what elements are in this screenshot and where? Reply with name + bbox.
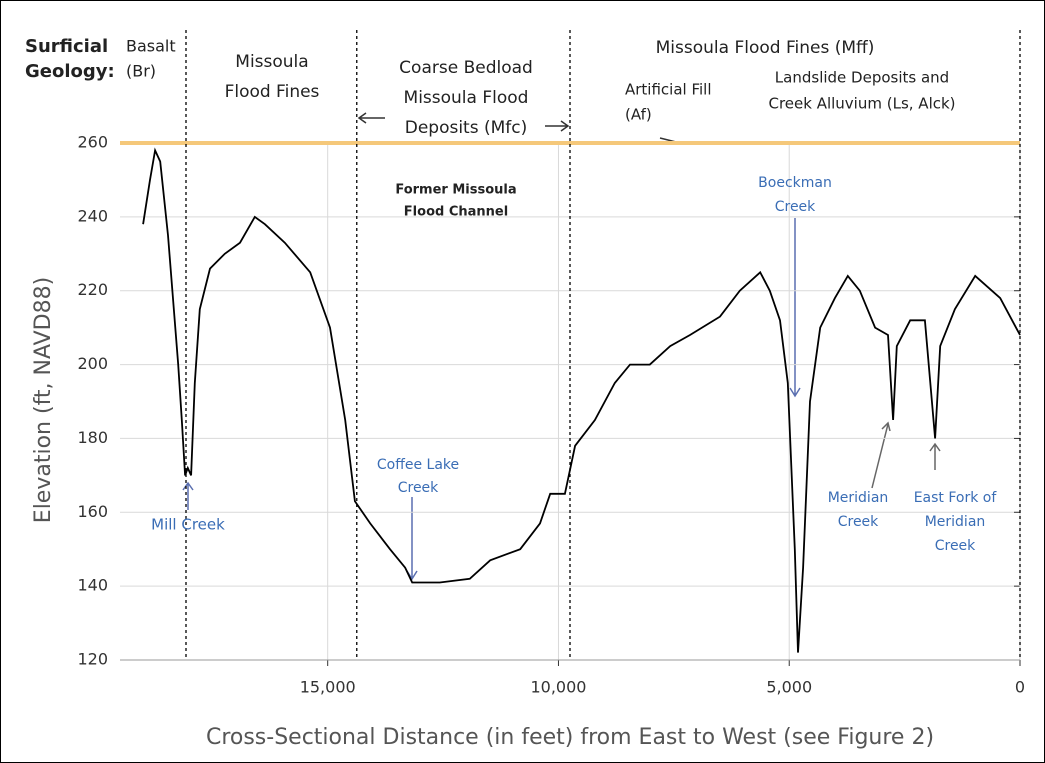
annotation: Surficial — [25, 36, 108, 57]
annotation: Flood Channel — [404, 205, 508, 220]
annotation: Creek — [838, 514, 879, 530]
annotation: Meridian — [828, 490, 889, 506]
y-tick-label: 200 — [77, 354, 108, 373]
annotation: Missoula — [235, 52, 308, 72]
annotation: Creek — [775, 199, 816, 215]
annotation: Creek — [398, 480, 439, 496]
annotation: Basalt — [126, 37, 176, 56]
annotation: East Fork of — [914, 490, 998, 506]
y-tick-label: 160 — [77, 502, 108, 521]
annotation: Missoula Flood Fines (Mff) — [656, 38, 875, 58]
y-tick-label: 260 — [77, 133, 108, 152]
annotation: (Af) — [625, 106, 652, 124]
y-tick-label: 220 — [77, 280, 108, 299]
line — [142, 147, 1021, 653]
annotation-arrows — [182, 112, 941, 581]
x-tick-label: 10,000 — [530, 678, 586, 697]
annotation: Landslide Deposits and — [775, 69, 949, 87]
annotation: Flood Fines — [225, 82, 320, 102]
x-axis-label: Cross-Sectional Distance (in feet) from … — [206, 725, 934, 750]
annotation: Creek — [935, 538, 976, 554]
x-tick-label: 5,000 — [766, 678, 812, 697]
y-tick-label: 240 — [77, 206, 108, 225]
annotation: Coarse Bedload — [399, 58, 533, 78]
annotation: Deposits (Mfc) — [405, 118, 528, 138]
annotation: Geology: — [25, 61, 115, 82]
y-axis-label: Elevation (ft, NAVD88) — [31, 277, 56, 523]
annotation: Creek Alluvium (Ls, Alck) — [768, 95, 955, 113]
x-tick-label: 0 — [1015, 678, 1025, 697]
annotation: Boeckman — [758, 175, 832, 191]
annotation: Former Missoula — [395, 183, 516, 198]
y-tick-label: 180 — [77, 428, 108, 447]
x-tick-label: 15,000 — [300, 678, 356, 697]
annotation: Missoula Flood — [404, 88, 529, 108]
annotation: Meridian — [925, 514, 986, 530]
annotation: Coffee Lake — [377, 457, 459, 473]
y-tick-label: 140 — [77, 576, 108, 595]
annotation: Mill Creek — [151, 516, 225, 534]
y-tick-label: 120 — [77, 650, 108, 669]
annotation: Artificial Fill — [625, 81, 712, 99]
annotation: (Br) — [126, 62, 156, 81]
